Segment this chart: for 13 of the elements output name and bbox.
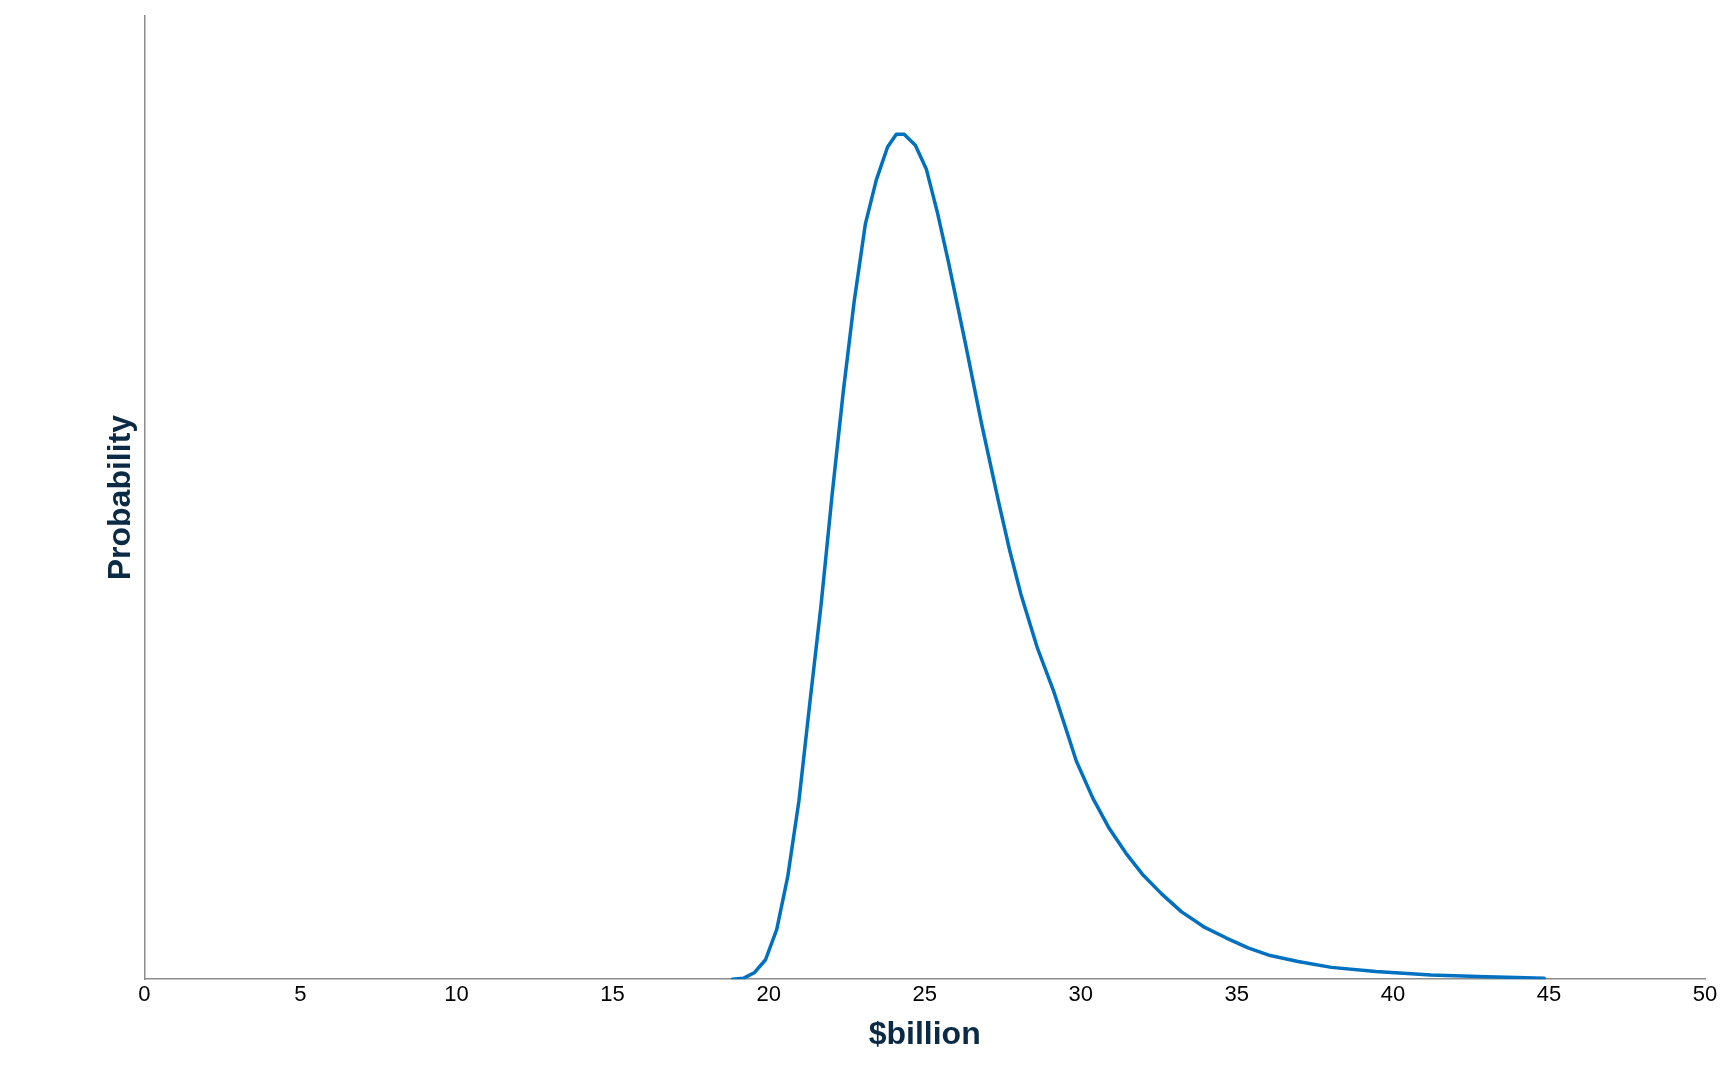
x-tick-label: 15: [600, 981, 625, 1007]
x-tick-label: 20: [756, 981, 781, 1007]
x-tick-label: 30: [1068, 981, 1093, 1007]
x-tick-label: 10: [444, 981, 469, 1007]
x-tick-label: 40: [1380, 981, 1406, 1007]
x-tick-label: 25: [912, 981, 937, 1007]
x-tick-label: 5: [294, 981, 307, 1007]
x-tick-label: 45: [1536, 981, 1562, 1007]
y-axis-title: Probability: [101, 414, 138, 581]
x-tick-label: 50: [1692, 981, 1718, 1007]
x-tick-label: 0: [138, 981, 151, 1007]
x-axis-title: $billion: [868, 1014, 981, 1051]
x-tick-label: 35: [1224, 981, 1250, 1007]
